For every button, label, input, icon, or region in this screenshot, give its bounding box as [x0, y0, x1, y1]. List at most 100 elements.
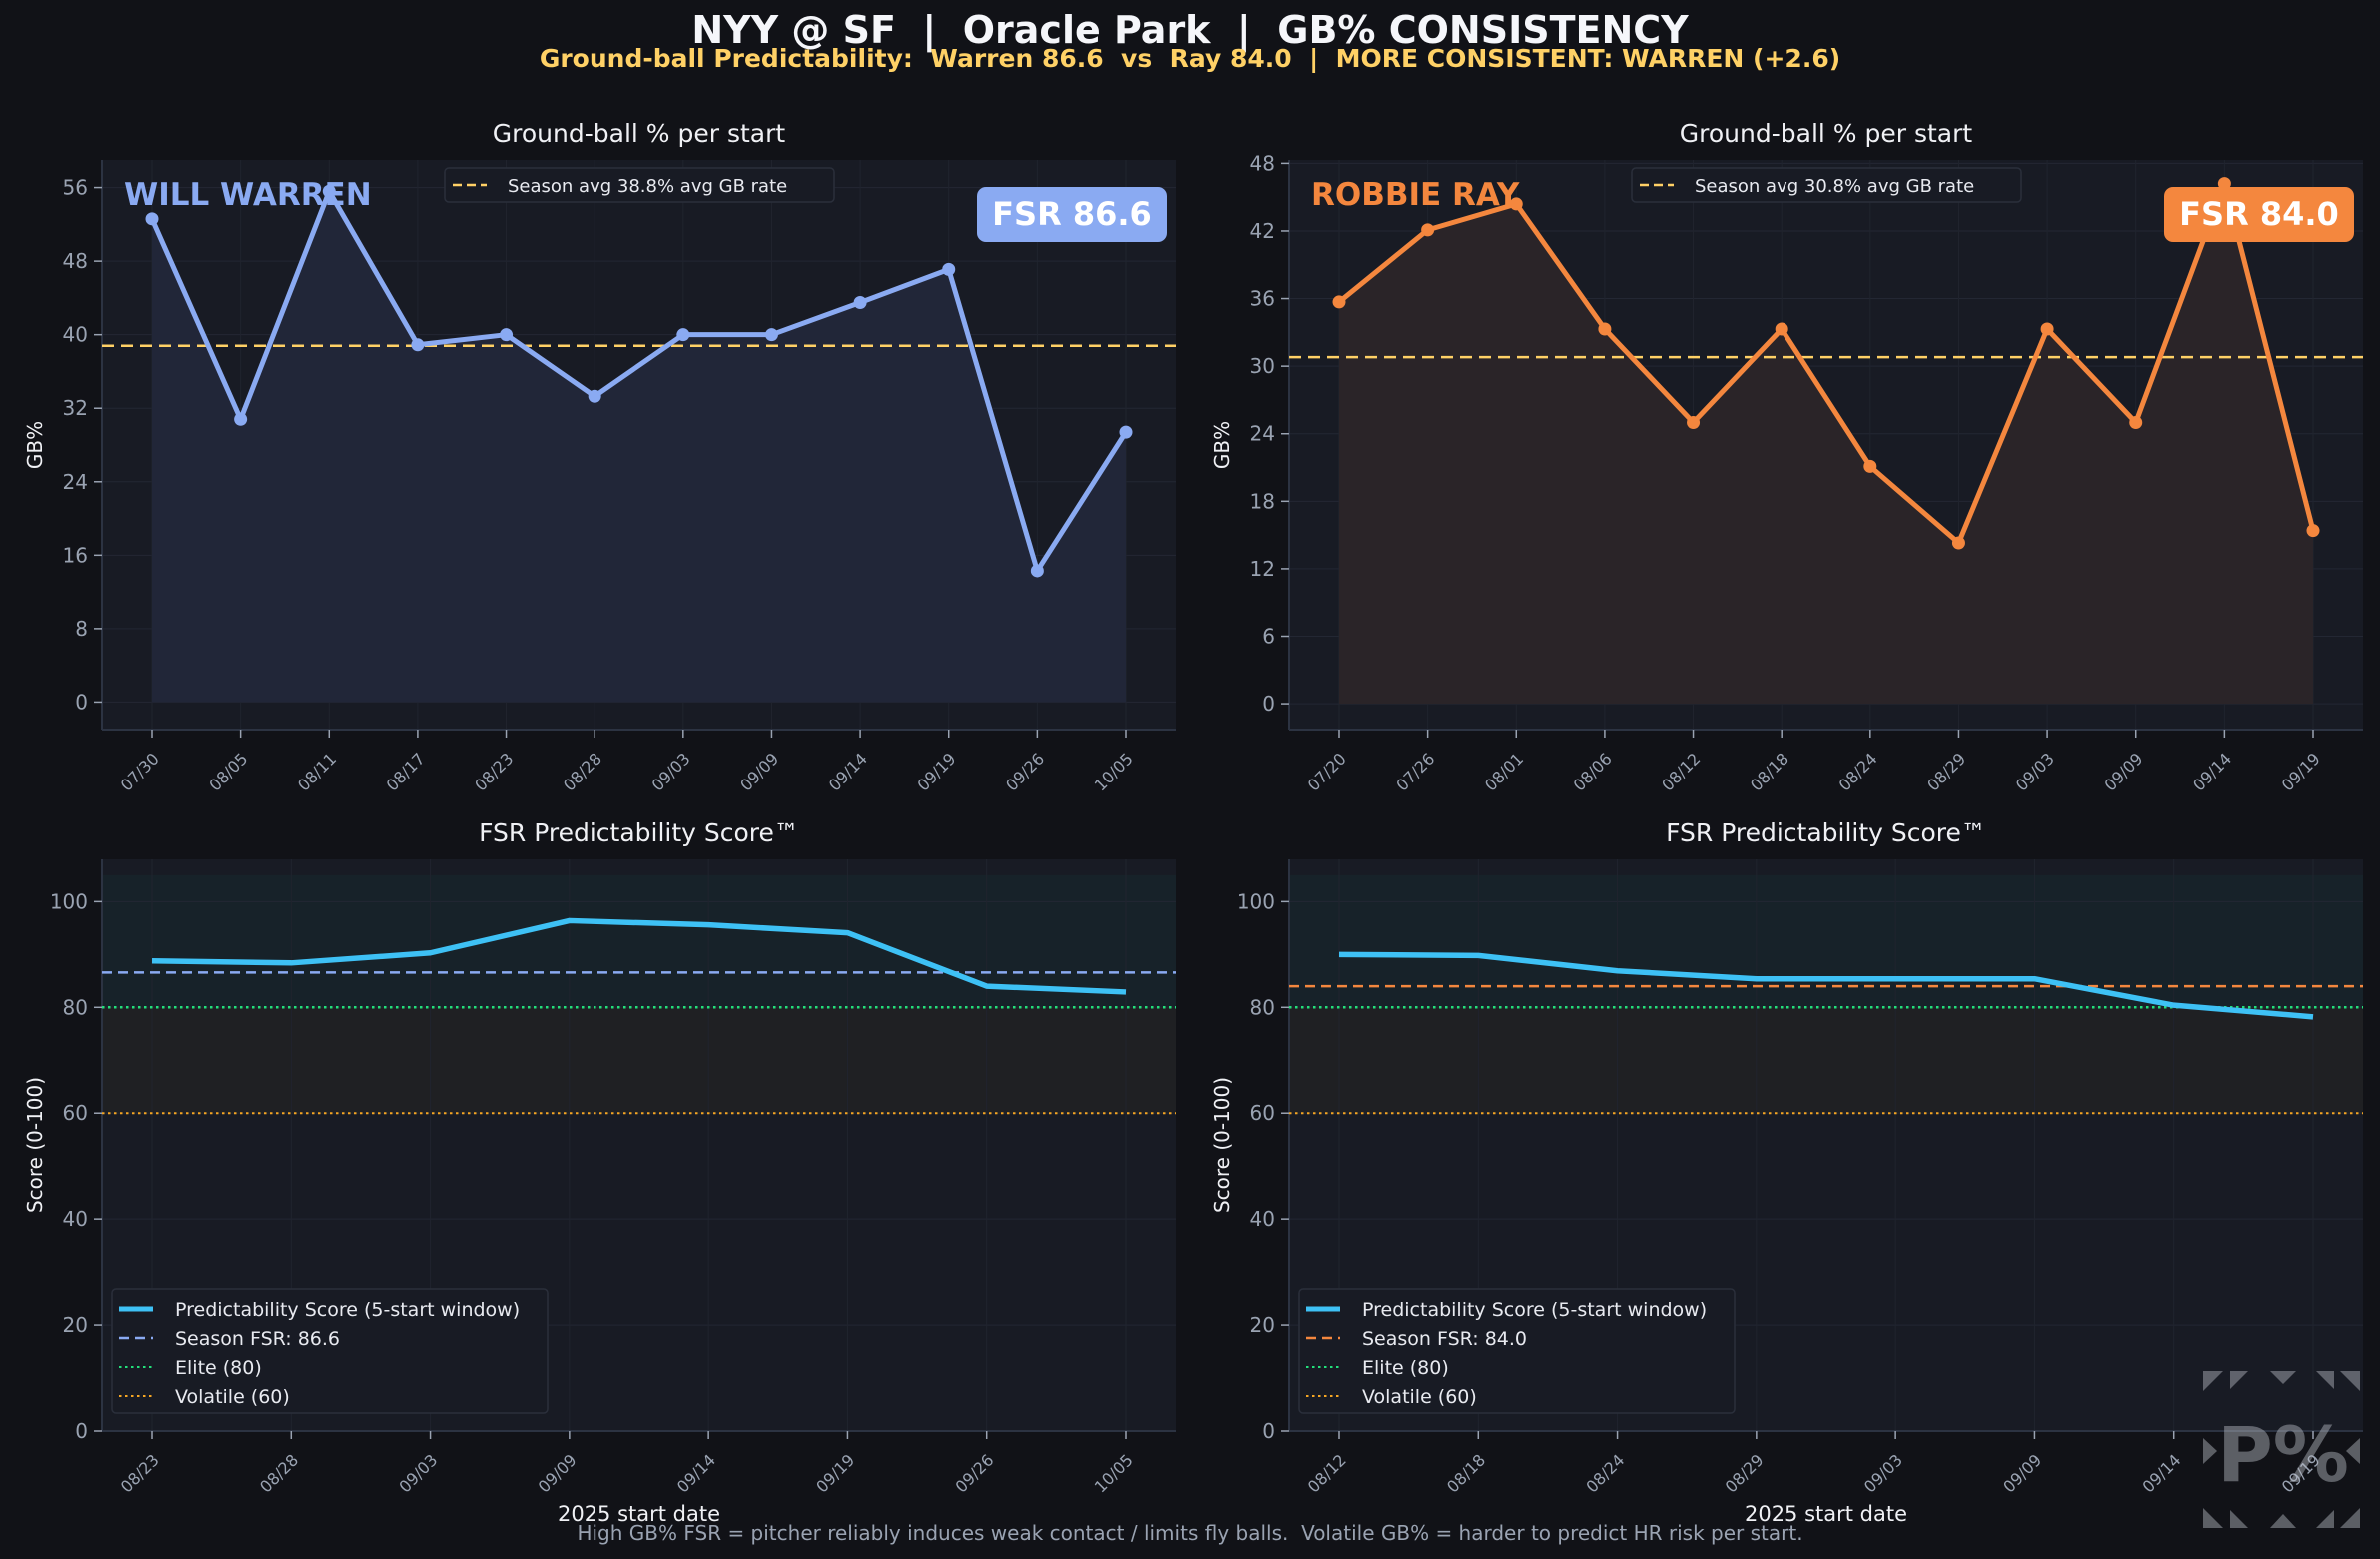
y-tick-label: 0 [1262, 692, 1275, 716]
x-tick-label: 08/28 [560, 749, 605, 794]
x-axis-label: 2025 start date [558, 1502, 720, 1526]
x-tick-label: 09/03 [395, 1450, 441, 1496]
data-point [1030, 564, 1044, 578]
x-tick-label: 08/29 [1722, 1450, 1768, 1496]
y-axis-label: Score (0-100) [1210, 1077, 1234, 1213]
panel-title: FSR Predictability Score™ [1666, 818, 1986, 847]
y-tick-label: 80 [1250, 995, 1275, 1019]
y-axis-label: Score (0-100) [23, 1077, 47, 1213]
corner-arrow [2230, 1371, 2248, 1389]
corner-arrow [2340, 1371, 2360, 1391]
score-series-line [151, 917, 1127, 995]
score-series-line [1338, 951, 2314, 1020]
x-tick-label: 08/18 [1443, 1450, 1489, 1496]
y-tick-label: 40 [63, 323, 88, 347]
x-tick-label: 08/18 [1747, 749, 1792, 794]
y-tick-label: 80 [63, 995, 88, 1019]
fsr-badge-text: FSR 84.0 [2179, 195, 2339, 233]
x-tick-label: 09/09 [736, 749, 782, 794]
x-tick-label: 08/24 [1835, 749, 1881, 794]
y-tick-label: 30 [1250, 354, 1275, 378]
data-point [145, 212, 159, 226]
player-name-label: ROBBIE RAY [1311, 177, 1520, 213]
figure-subtitle: Ground-ball Predictability: Warren 86.6 … [539, 44, 1841, 73]
corner-arrow [2340, 1508, 2360, 1528]
y-axis-label: GB% [1210, 421, 1234, 469]
data-point [1863, 459, 1877, 473]
data-point [2129, 415, 2143, 429]
x-axis-label: 2025 start date [1745, 1502, 1907, 1526]
legend-label: Season FSR: 84.0 [1362, 1328, 1527, 1350]
y-axis-label: GB% [23, 421, 47, 469]
x-tick-label: 09/26 [1002, 749, 1048, 794]
data-point [234, 412, 248, 426]
y-tick-label: 36 [1250, 287, 1275, 311]
y-tick-label: 60 [1250, 1101, 1275, 1125]
corner-arrow [2316, 1371, 2334, 1389]
gb-series-line [1337, 181, 2316, 546]
y-tick-label: 20 [1250, 1313, 1275, 1337]
y-tick-label: 60 [63, 1101, 88, 1125]
data-point [1421, 223, 1435, 237]
panel-ray-fsr: 0 20 40 60 80 100 08/12 08/18 08/24 08/29 09/03 09/… [1210, 818, 2363, 1526]
x-tick-label: 09/19 [812, 1450, 858, 1496]
panel-title: Ground-ball % per start [1680, 119, 1973, 148]
x-tick-label: 09/19 [914, 749, 960, 794]
legend-label: Predictability Score (5-start window) [175, 1299, 520, 1321]
corner-arrow [2203, 1508, 2223, 1528]
data-point [1775, 322, 1788, 336]
gb-series-line [149, 188, 1129, 574]
data-point [1509, 197, 1523, 211]
data-point [411, 338, 425, 352]
y-tick-label: 56 [63, 176, 88, 200]
fsr-badge [2164, 187, 2354, 242]
y-tick-label: 0 [1262, 1419, 1275, 1443]
y-tick-label: 48 [1250, 151, 1275, 175]
data-point [1598, 322, 1612, 336]
figure-title: NYY @ SF | Oracle Park | GB% CONSISTENCY [691, 8, 1689, 52]
y-tick-label: 100 [1237, 889, 1275, 913]
side-arrow [2203, 1438, 2217, 1464]
x-tick-label: 08/12 [1658, 749, 1704, 794]
x-tick-label: 08/24 [1582, 1450, 1628, 1496]
x-tick-label: 08/17 [383, 749, 429, 794]
y-tick-label: 20 [63, 1313, 88, 1337]
y-tick-label: 40 [63, 1207, 88, 1231]
legend-label: Elite (80) [175, 1357, 262, 1379]
x-tick-label: 10/05 [1091, 1450, 1137, 1496]
elite-zone [1289, 874, 2363, 1008]
neutral-zone [1289, 1007, 2363, 1114]
x-tick-label: 08/23 [471, 749, 517, 794]
corner-arrow [2203, 1371, 2223, 1391]
y-tick-label: 16 [63, 543, 88, 567]
data-point [2306, 524, 2320, 538]
x-tick-label: 08/29 [1923, 749, 1969, 794]
x-tick-label: 09/14 [2189, 749, 2235, 794]
data-point [500, 328, 514, 342]
legend-label: Elite (80) [1362, 1357, 1449, 1379]
x-tick-label: 08/28 [256, 1450, 302, 1496]
legend-label: Volatile (60) [175, 1386, 290, 1408]
x-tick-label: 09/03 [1860, 1450, 1906, 1496]
legend-box [111, 1288, 549, 1414]
x-tick-label: 09/14 [673, 1450, 719, 1496]
y-tick-label: 24 [1250, 422, 1275, 446]
panel-warren-gb: 0 8 16 24 32 40 48 56 07/30 08/05 08/11 08/17 08/23 0… [23, 119, 1176, 794]
footnote: High GB% FSR = pitcher reliably induces … [577, 1521, 1803, 1545]
x-tick-label: 08/11 [294, 749, 340, 794]
y-tick-label: 12 [1250, 557, 1275, 581]
data-point [853, 296, 867, 309]
x-tick-label: 09/03 [648, 749, 694, 794]
x-tick-label: 09/14 [2139, 1450, 2185, 1496]
x-tick-label: 09/14 [825, 749, 871, 794]
y-tick-label: 6 [1262, 625, 1275, 649]
fsr-badge [977, 187, 1167, 242]
side-arrow [2346, 1438, 2360, 1464]
data-point [764, 328, 778, 342]
panel-ray-gb: 0 6 12 18 24 30 36 42 48 07/20 07/26 08/01 08/06 08/1… [1210, 119, 2363, 794]
legend-label: Season avg 38.8% avg GB rate [508, 176, 787, 197]
data-point [676, 328, 690, 342]
watermark-text: P% [2217, 1410, 2349, 1499]
fsr-badge-text: FSR 86.6 [992, 195, 1152, 233]
legend-label: Season FSR: 86.6 [175, 1328, 340, 1350]
